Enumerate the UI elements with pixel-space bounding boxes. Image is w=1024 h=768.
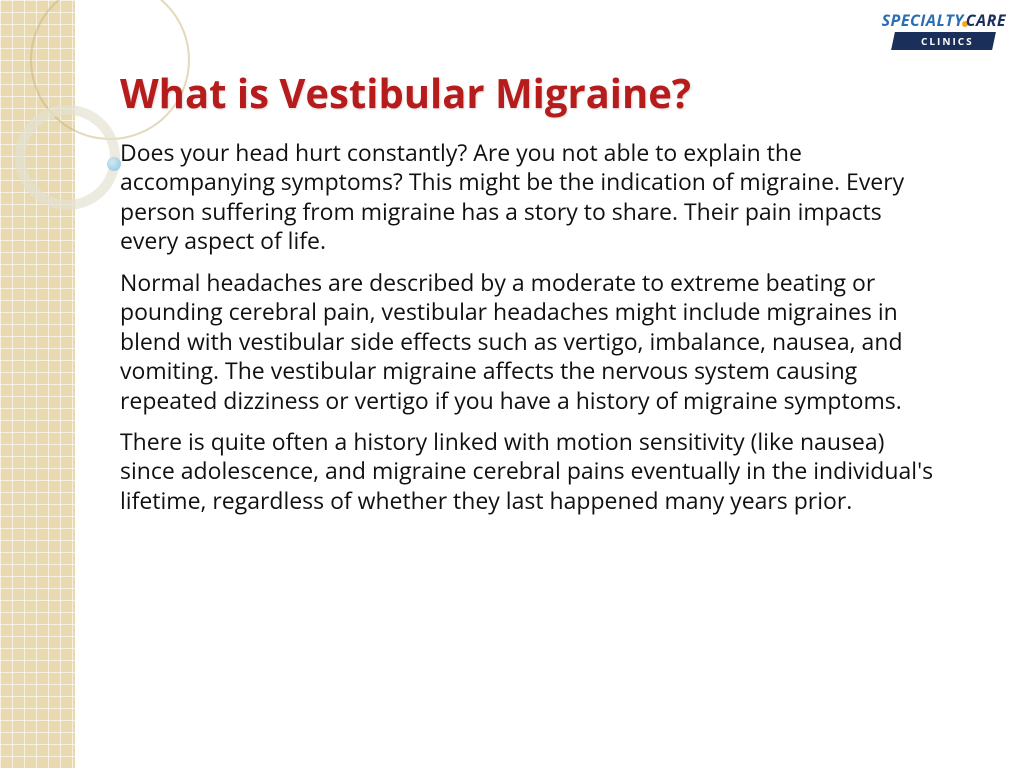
logo-word-care: CARE (966, 9, 1006, 31)
paragraph-1: Does your head hurt constantly? Are you … (120, 138, 940, 256)
logo-word-specialty: SPECIALTY (882, 9, 964, 31)
decorative-circle-small (15, 105, 120, 210)
decorative-dot (107, 157, 121, 171)
slide-title: What is Vestibular Migraine? (120, 65, 940, 120)
paragraph-2: Normal headaches are described by a mode… (120, 268, 940, 415)
slide-content: What is Vestibular Migraine? Does your h… (120, 65, 940, 527)
logo-subtitle-bar: CLINICS (892, 32, 996, 50)
logo-subtitle: CLINICS (921, 34, 974, 48)
brand-logo: SPECIALTYCARE CLINICS (882, 12, 1006, 50)
slide-body: Does your head hurt constantly? Are you … (120, 138, 940, 515)
paragraph-3: There is quite often a history linked wi… (120, 427, 940, 515)
logo-top-line: SPECIALTYCARE (882, 12, 1006, 28)
